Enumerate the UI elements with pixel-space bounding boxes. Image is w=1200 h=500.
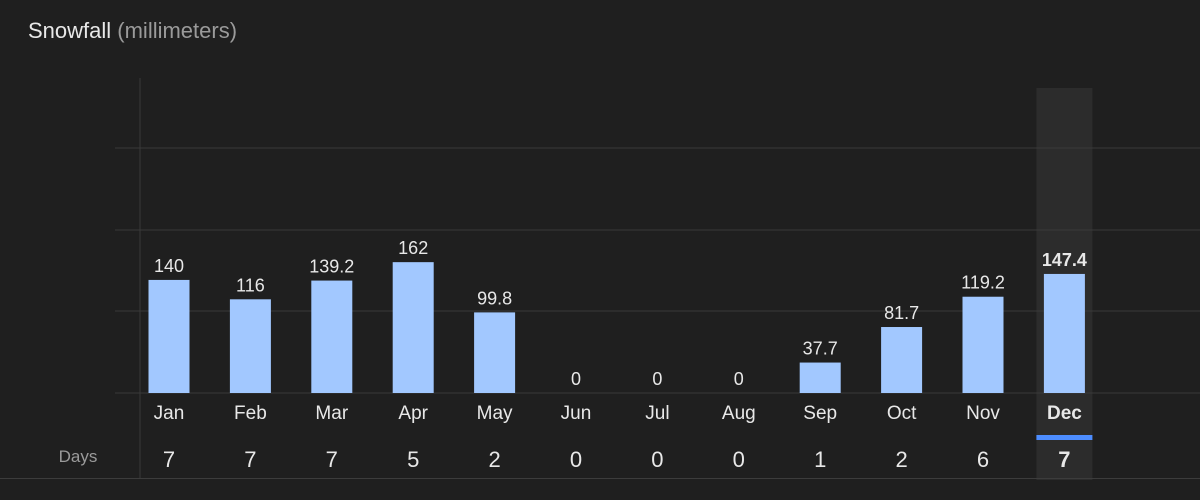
days-value-mar: 7: [326, 447, 338, 472]
days-value-jun: 0: [570, 447, 582, 472]
bar-oct[interactable]: [881, 327, 923, 393]
chart-title-text: Snowfall: [28, 18, 112, 43]
month-label-dec[interactable]: Dec: [1047, 403, 1082, 424]
value-label-aug: 0: [734, 369, 744, 389]
bar-dec[interactable]: [1043, 273, 1085, 393]
bar-jan[interactable]: [148, 279, 190, 393]
days-value-may: 2: [488, 447, 500, 472]
days-value-apr: 5: [407, 447, 419, 472]
bar-apr[interactable]: [392, 262, 434, 393]
value-label-sep: 37.7: [803, 339, 838, 359]
days-value-jan: 7: [163, 447, 175, 472]
month-label-mar[interactable]: Mar: [315, 403, 348, 424]
value-label-may: 99.8: [477, 288, 512, 308]
value-label-jun: 0: [571, 369, 581, 389]
days-value-aug: 0: [733, 447, 745, 472]
days-value-sep: 1: [814, 447, 826, 472]
value-label-feb: 116: [236, 275, 265, 295]
value-label-apr: 162: [398, 238, 428, 258]
month-label-feb[interactable]: Feb: [234, 403, 267, 424]
bar-nov[interactable]: [962, 296, 1004, 393]
month-label-aug[interactable]: Aug: [722, 403, 756, 424]
bar-feb[interactable]: [229, 299, 271, 393]
month-label-sep[interactable]: Sep: [803, 403, 837, 424]
value-label-jul: 0: [652, 369, 662, 389]
value-label-mar: 139.2: [309, 257, 354, 277]
chart-unit-label: (millimeters): [117, 18, 238, 43]
value-label-jan: 140: [154, 256, 184, 276]
bar-mar[interactable]: [311, 280, 353, 393]
month-label-jun[interactable]: Jun: [561, 403, 592, 424]
selected-month-indicator: [1036, 435, 1093, 440]
month-label-oct[interactable]: Oct: [887, 403, 917, 424]
value-label-dec: 147.4: [1042, 250, 1087, 270]
month-label-jul[interactable]: Jul: [645, 403, 669, 424]
bar-may[interactable]: [474, 312, 516, 393]
month-label-may[interactable]: May: [477, 403, 513, 424]
days-value-nov: 6: [977, 447, 989, 472]
days-value-oct: 2: [895, 447, 907, 472]
month-label-jan[interactable]: Jan: [154, 403, 185, 424]
chart-title: Snowfall (millimeters): [28, 18, 237, 44]
month-label-apr[interactable]: Apr: [398, 403, 428, 424]
bar-sep[interactable]: [799, 362, 841, 393]
days-row-label: Days: [59, 447, 98, 466]
days-value-feb: 7: [244, 447, 256, 472]
value-label-nov: 119.2: [961, 273, 1005, 293]
days-value-dec: 7: [1058, 447, 1070, 472]
days-value-jul: 0: [651, 447, 663, 472]
month-label-nov[interactable]: Nov: [966, 403, 1000, 424]
value-label-oct: 81.7: [884, 303, 919, 323]
bottom-divider: [0, 478, 1200, 479]
